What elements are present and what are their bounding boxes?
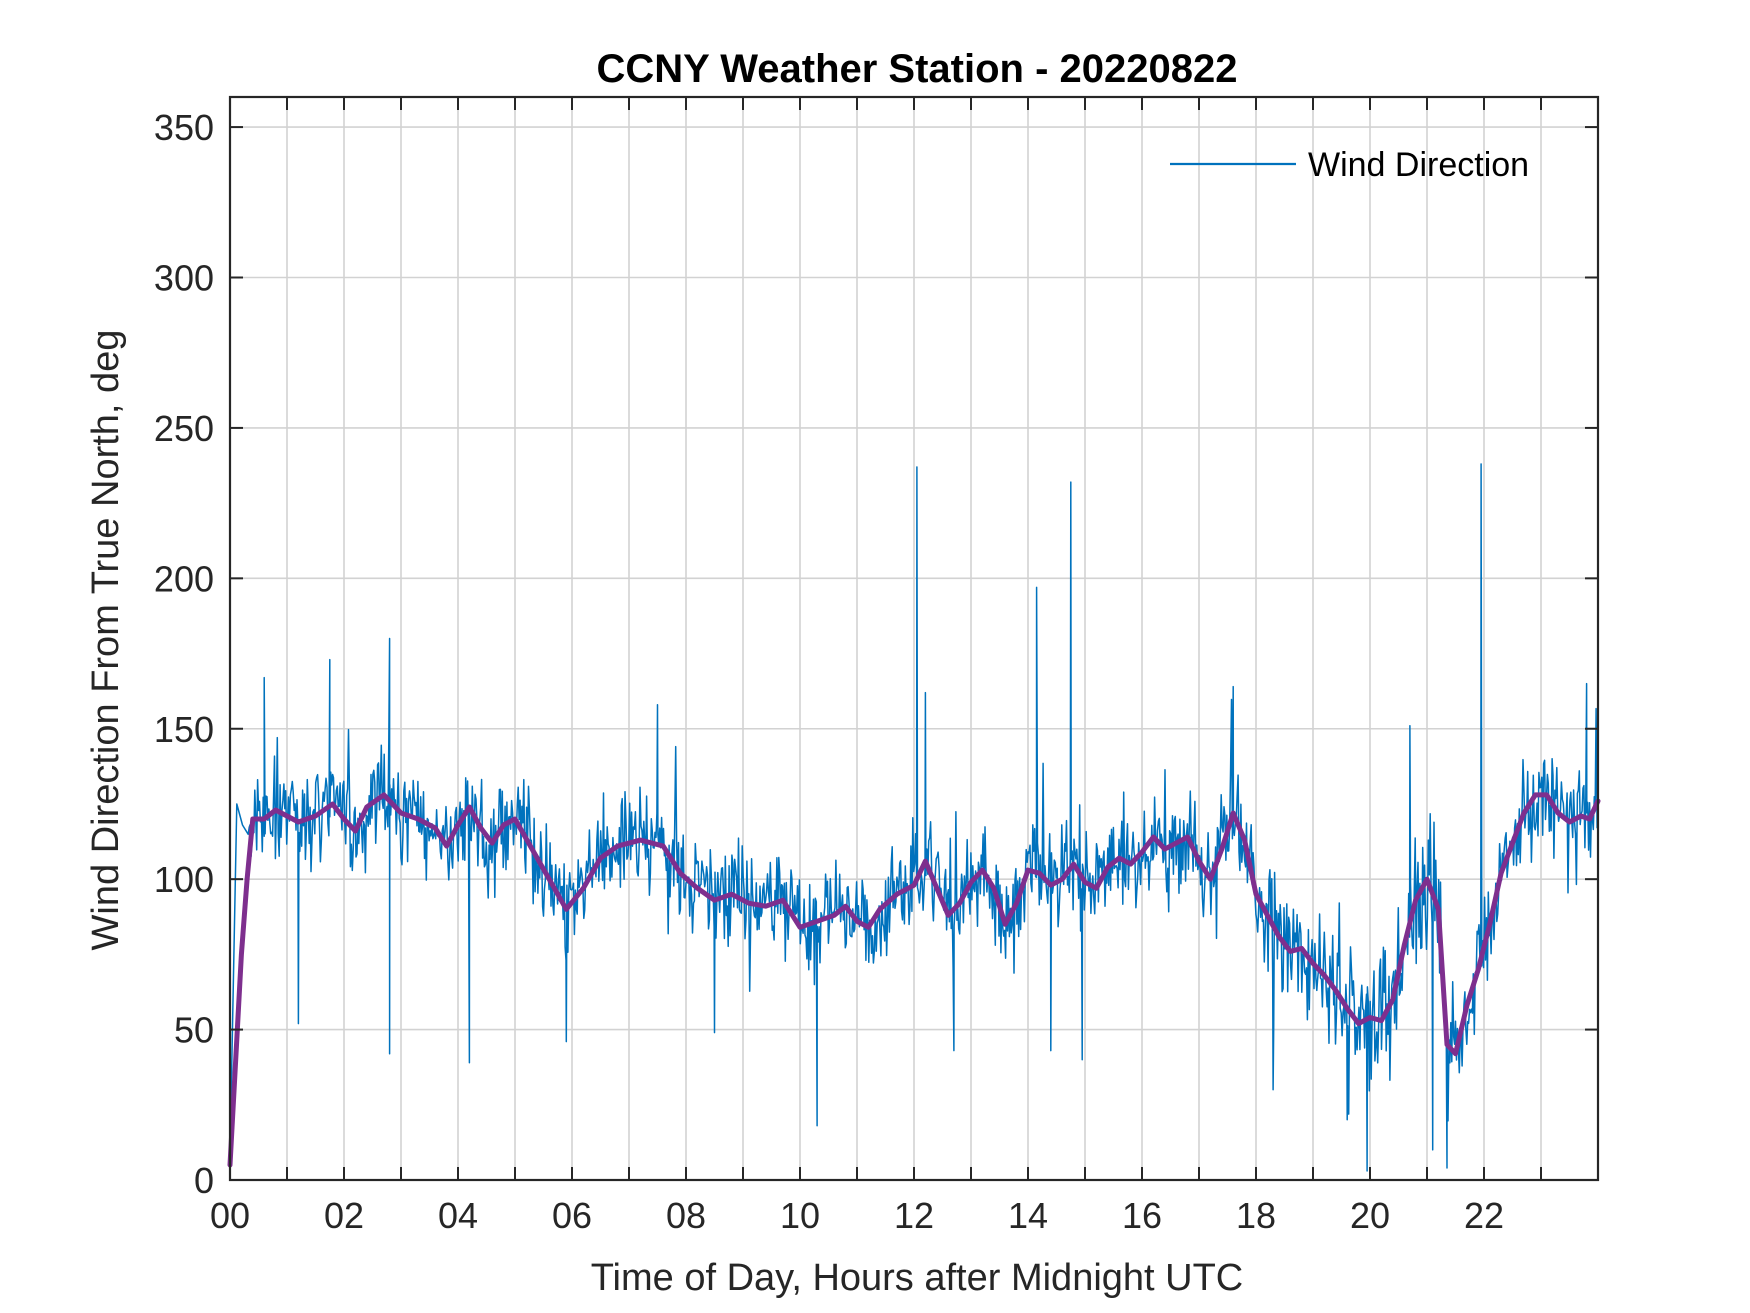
x-tick-label: 06 [552, 1195, 592, 1236]
ticks: 00 02 04 06 08 10 12 14 16 18 20 22 0 50 100 150 200 250 3… [154, 97, 1598, 1236]
grid-lines [230, 97, 1598, 1180]
y-tick-label: 150 [154, 709, 214, 750]
x-tick-label: 14 [1008, 1195, 1048, 1236]
x-tick-label: 08 [666, 1195, 706, 1236]
y-tick-label: 250 [154, 408, 214, 449]
legend-label-wind-direction: Wind Direction [1308, 146, 1529, 184]
x-tick-label: 02 [324, 1195, 364, 1236]
x-tick-label: 18 [1236, 1195, 1276, 1236]
x-tick-label: 10 [780, 1195, 820, 1236]
y-tick-label: 350 [154, 107, 214, 148]
y-axis-label: Wind Direction From True North, deg [85, 330, 127, 951]
y-tick-label: 0 [194, 1160, 214, 1201]
x-tick-label: 12 [894, 1195, 934, 1236]
series-line-wind-direction [229, 463, 1599, 1172]
x-tick-label: 04 [438, 1195, 478, 1236]
series-layer [227, 463, 1601, 1172]
x-axis-label: Time of Day, Hours after Midnight UTC [591, 1257, 1244, 1299]
y-tick-label: 300 [154, 258, 214, 299]
x-tick-label: 22 [1464, 1195, 1504, 1236]
y-tick-label: 200 [154, 558, 214, 599]
y-tick-label: 100 [154, 859, 214, 900]
chart-title: CCNY Weather Station - 20220822 [597, 47, 1238, 91]
series-line-running-mean [227, 792, 1601, 1168]
x-tick-label: 20 [1350, 1195, 1390, 1236]
x-tick-label: 16 [1122, 1195, 1162, 1236]
y-tick-label: 50 [174, 1010, 214, 1051]
legend: Wind Direction [1170, 146, 1529, 184]
x-tick-label: 00 [210, 1195, 250, 1236]
